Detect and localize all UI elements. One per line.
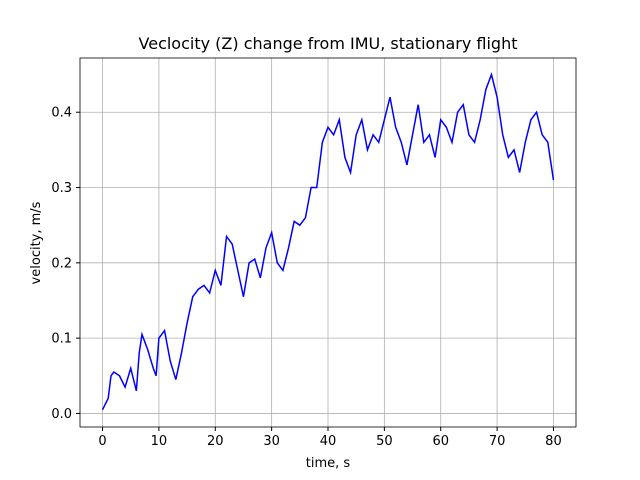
y-axis-label: velocity, m/s bbox=[29, 201, 44, 284]
data-line bbox=[101, 72, 555, 411]
y-tick-label: 0.1 bbox=[51, 332, 72, 347]
x-tick-label: 10 bbox=[151, 434, 168, 449]
x-tick-label: 40 bbox=[320, 434, 337, 449]
x-tick-label: 60 bbox=[432, 434, 449, 449]
y-tick-label: 0.4 bbox=[51, 106, 72, 121]
x-axis-label: time, s bbox=[306, 456, 351, 471]
chart-title: Veclocity (Z) change from IMU, stationar… bbox=[139, 34, 518, 53]
y-tick-label: 0.2 bbox=[51, 256, 72, 271]
y-tick-label: 0.3 bbox=[51, 181, 72, 196]
x-tick-label: 70 bbox=[489, 434, 506, 449]
x-tick-label: 0 bbox=[98, 434, 106, 449]
y-tick-label: 0.0 bbox=[51, 407, 72, 422]
x-tick-label: 20 bbox=[207, 434, 224, 449]
x-tick-label: 80 bbox=[545, 434, 562, 449]
x-tick-label: 30 bbox=[263, 434, 280, 449]
x-tick-label: 50 bbox=[376, 434, 393, 449]
axes-frame bbox=[79, 57, 577, 428]
